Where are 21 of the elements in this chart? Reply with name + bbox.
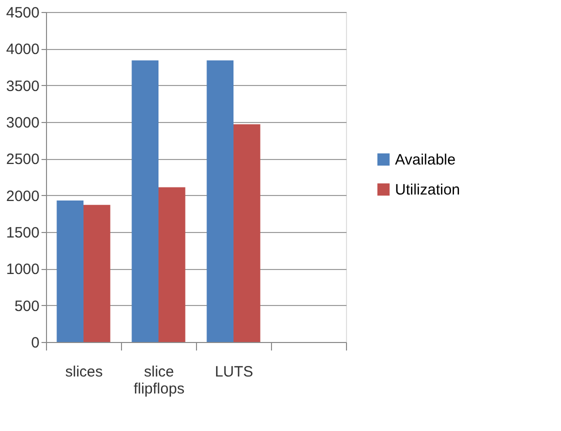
bar: [158, 187, 186, 342]
y-tick-label: 0: [31, 334, 40, 352]
bar: [56, 200, 84, 342]
y-tick-label: 1000: [6, 261, 40, 278]
y-tick-label: 3500: [6, 78, 40, 95]
bar: [84, 204, 110, 342]
y-tick-label: 500: [14, 298, 40, 315]
x-tick-label: LUTS: [214, 364, 254, 380]
y-tick-label: 2500: [6, 151, 40, 168]
bar: [132, 60, 158, 342]
y-tick-label: 1500: [6, 224, 40, 242]
legend-label: Available: [395, 152, 456, 168]
y-tick-label: 3000: [6, 114, 40, 132]
x-tick-label: slice flipflops: [134, 364, 184, 398]
legend-label: Utilization: [395, 182, 460, 198]
y-tick-label: 2000: [6, 188, 40, 205]
bar: [206, 60, 234, 342]
y-tick-label: 4000: [6, 41, 40, 58]
x-tick-label: slices: [65, 364, 103, 380]
y-tick-label: 4500: [6, 4, 40, 22]
bar: [234, 124, 260, 342]
